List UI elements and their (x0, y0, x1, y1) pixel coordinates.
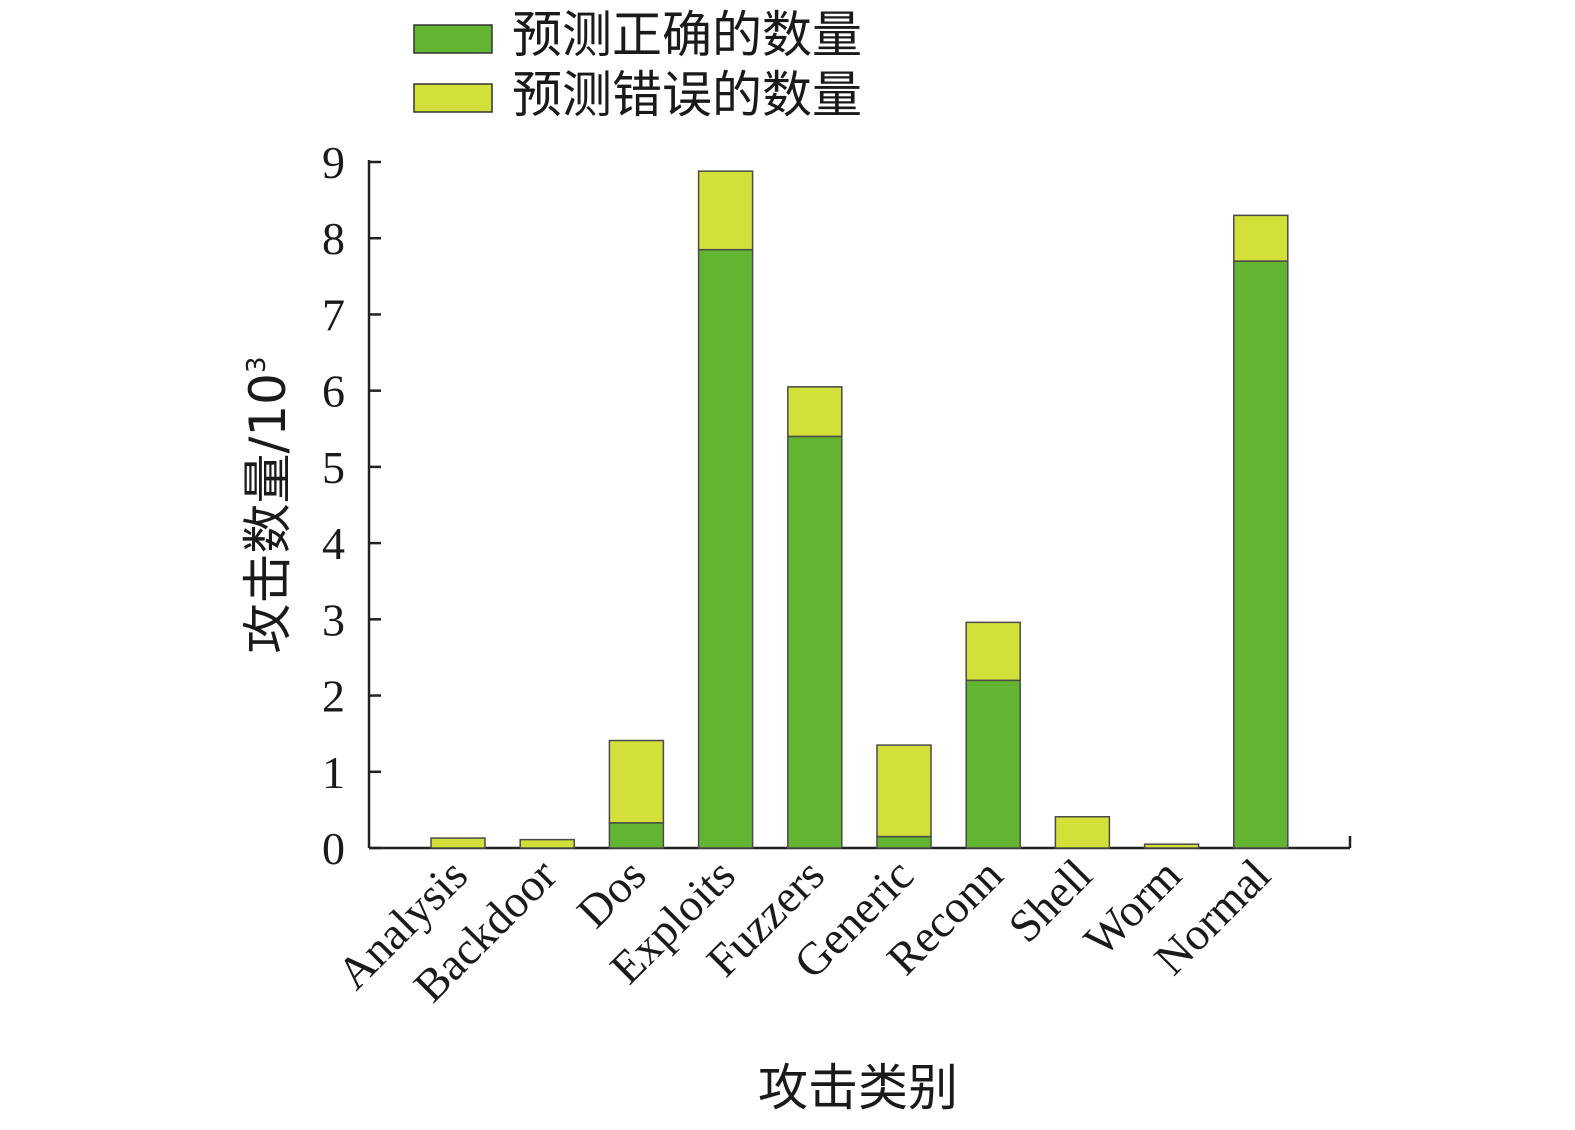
bar-exploits-correct (697, 248, 754, 849)
bar-generic-correct (876, 835, 932, 849)
bar-reconn-correct (965, 679, 1021, 849)
y-tick-label: 2 (322, 671, 345, 722)
y-tick-label: 0 (322, 823, 345, 874)
bar-shell-incorrect (1054, 815, 1111, 849)
bar-normal-incorrect (1233, 214, 1289, 262)
y-tick-label: 3 (322, 594, 345, 645)
legend-swatch-correct (413, 24, 493, 54)
y-tick-label: 1 (322, 747, 345, 798)
bar-backdoor-incorrect (519, 838, 575, 849)
y-axis-title-exponent: 3 (242, 356, 272, 373)
legend: 预测正确的数量 预测错误的数量 (413, 6, 862, 124)
bar-fuzzers-incorrect (787, 386, 843, 438)
bar-dos-correct (608, 822, 665, 849)
y-tick-label: 8 (322, 213, 345, 264)
y-tick-label: 7 (322, 289, 345, 340)
y-axis-title-text: 攻击数量/10 (239, 373, 297, 653)
bar-normal-correct (1233, 260, 1289, 849)
legend-label-incorrect: 预测错误的数量 (512, 66, 862, 124)
legend-label-correct: 预测正确的数量 (512, 6, 862, 64)
bar-reconn-incorrect (965, 621, 1021, 682)
y-tick-label: 6 (322, 366, 345, 417)
bars (430, 170, 1289, 849)
bar-analysis-incorrect (430, 837, 486, 849)
bar-generic-incorrect (876, 744, 932, 838)
bar-fuzzers-correct (787, 435, 843, 849)
x-axis-title: 攻击类别 (758, 1059, 958, 1117)
bar-dos-incorrect (608, 739, 665, 824)
y-tick-label: 4 (322, 518, 345, 569)
bar-worm-incorrect (1143, 843, 1200, 849)
y-axis-title: 攻击数量/103 (239, 356, 297, 653)
y-tick-label: 5 (322, 442, 345, 493)
bar-exploits-incorrect (697, 170, 754, 251)
legend-swatch-incorrect (413, 83, 493, 113)
y-tick-label: 9 (322, 137, 345, 188)
